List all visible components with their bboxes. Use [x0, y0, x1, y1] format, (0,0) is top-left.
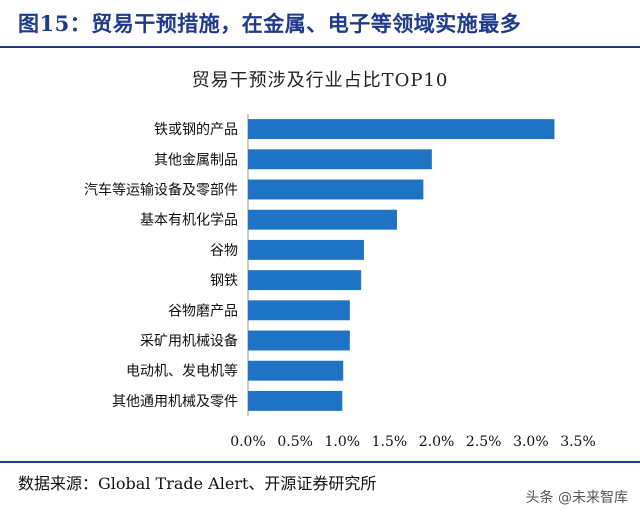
bar	[248, 149, 432, 170]
category-label: 基本有机化学品	[140, 212, 238, 229]
x-tick-label: 0.0%	[230, 434, 266, 450]
figure-title: 图15：贸易干预措施，在金属、电子等领域实施最多	[18, 11, 522, 36]
category-label: 谷物	[210, 243, 238, 259]
category-label: 其他通用机械及零件	[112, 394, 238, 410]
category-label: 电动机、发电机等	[126, 363, 238, 380]
chart-title: 贸易干预涉及行业占比TOP10	[191, 70, 449, 91]
category-label: 其他金属制品	[154, 152, 238, 168]
category-label: 谷物磨产品	[168, 303, 238, 319]
watermark: 头条 @未来智库	[525, 490, 628, 506]
category-label: 采矿用机械设备	[140, 333, 238, 350]
category-label: 汽车等运输设备及零部件	[84, 182, 238, 199]
category-label: 钢铁	[210, 273, 238, 289]
bar	[248, 330, 350, 351]
bar	[248, 119, 555, 140]
x-tick-label: 0.5%	[277, 434, 313, 450]
bar	[248, 390, 343, 411]
bar	[248, 270, 362, 291]
x-tick-label: 2.5%	[466, 434, 502, 450]
header-divider	[0, 46, 640, 48]
bar	[248, 300, 350, 321]
chart-container: 贸易干预涉及行业占比TOP10 铁或钢的产品 其他金属制品汽车等运输设备及零部件基…	[0, 48, 640, 461]
figure-header: 图15：贸易干预措施，在金属、电子等领域实施最多	[0, 0, 640, 46]
bar	[248, 360, 344, 381]
bar	[248, 179, 424, 200]
category-label: 铁或钢的产品	[154, 122, 238, 138]
footer-divider	[0, 461, 640, 463]
x-tick-label: 2.0%	[419, 434, 455, 450]
bar-chart: 铁或钢的产品其他金属制品汽车等运输设备及零部件基本有机化学品谷物钢铁谷物磨产品采…	[84, 114, 596, 450]
bar	[248, 239, 364, 260]
bar	[248, 209, 397, 230]
x-tick-label: 3.5%	[560, 434, 596, 450]
x-tick-label: 1.0%	[324, 434, 360, 450]
source-note: 数据来源：Global Trade Alert、开源证券研究所	[18, 474, 377, 493]
x-tick-label: 3.0%	[513, 434, 549, 450]
x-tick-label: 1.5%	[372, 434, 408, 450]
